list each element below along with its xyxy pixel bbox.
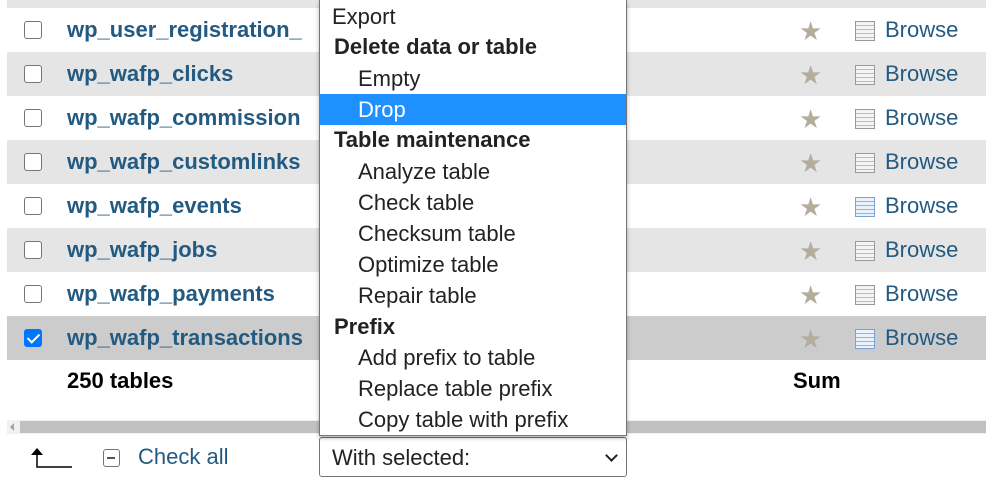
row-checkbox[interactable] bbox=[24, 329, 42, 347]
row-checkbox[interactable] bbox=[24, 197, 42, 215]
table-name-link[interactable]: wp_wafp_transactions bbox=[67, 325, 303, 350]
browse-table-icon[interactable] bbox=[855, 109, 875, 129]
star-icon[interactable]: ★ bbox=[799, 148, 823, 178]
browse-link[interactable]: Browse bbox=[885, 237, 959, 262]
option-optimize[interactable]: Optimize table bbox=[358, 252, 499, 277]
optgroup-prefix: Prefix bbox=[334, 314, 396, 339]
chevron-down-icon bbox=[605, 449, 618, 462]
option-repair[interactable]: Repair table bbox=[358, 283, 477, 308]
table-footer: 250 tables Sum bbox=[7, 360, 986, 400]
row-checkbox[interactable] bbox=[24, 241, 42, 259]
check-all-link[interactable]: Check all bbox=[138, 444, 229, 469]
star-icon[interactable]: ★ bbox=[799, 60, 823, 90]
table-count: 250 tables bbox=[67, 368, 174, 393]
browse-link[interactable]: Browse bbox=[885, 193, 959, 218]
sum-label: Sum bbox=[793, 368, 841, 393]
browse-link[interactable]: Browse bbox=[885, 149, 959, 174]
optgroup-delete: Delete data or table bbox=[334, 34, 537, 59]
table-name-link[interactable]: wp_wafp_customlinks bbox=[67, 149, 301, 174]
option-drop[interactable]: Drop bbox=[320, 94, 626, 125]
table-name-link[interactable]: wp_wafp_events bbox=[67, 193, 242, 218]
table-name-link[interactable]: wp_wafp_commission bbox=[67, 105, 301, 130]
star-icon[interactable]: ★ bbox=[799, 104, 823, 134]
browse-link[interactable]: Browse bbox=[885, 325, 959, 350]
browse-table-icon[interactable] bbox=[855, 285, 875, 305]
browse-table-icon[interactable] bbox=[855, 241, 875, 261]
option-empty[interactable]: Empty bbox=[358, 66, 421, 91]
option-add-prefix[interactable]: Add prefix to table bbox=[358, 345, 536, 370]
star-icon[interactable]: ★ bbox=[799, 16, 823, 46]
row-checkbox[interactable] bbox=[24, 109, 42, 127]
check-all-checkbox[interactable] bbox=[103, 449, 120, 467]
star-icon[interactable]: ★ bbox=[799, 324, 823, 354]
browse-link[interactable]: Browse bbox=[885, 17, 959, 42]
option-checksum[interactable]: Checksum table bbox=[358, 221, 516, 246]
option-check[interactable]: Check table bbox=[358, 190, 475, 215]
browse-table-icon[interactable] bbox=[855, 197, 875, 217]
optgroup-maintenance: Table maintenance bbox=[334, 127, 531, 152]
star-icon[interactable]: ★ bbox=[799, 280, 823, 310]
browse-link[interactable]: Browse bbox=[885, 105, 959, 130]
with-selected-dropdown: Export Delete data or table Empty Drop T… bbox=[319, 0, 627, 436]
select-value: With selected: bbox=[332, 445, 471, 470]
with-selected-select[interactable]: With selected: bbox=[319, 437, 627, 477]
table-name-link[interactable]: wp_user_registration_ bbox=[67, 17, 302, 42]
browse-table-icon[interactable] bbox=[855, 153, 875, 173]
browse-table-icon[interactable] bbox=[855, 21, 875, 41]
table-name-link[interactable]: wp_wafp_jobs bbox=[67, 237, 218, 262]
table-name-link[interactable]: wp_wafp_payments bbox=[67, 281, 275, 306]
option-replace-prefix[interactable]: Replace table prefix bbox=[358, 376, 553, 401]
option-export[interactable]: Export bbox=[332, 4, 396, 29]
option-copy-prefix[interactable]: Copy table with prefix bbox=[358, 407, 569, 432]
star-icon[interactable]: ★ bbox=[799, 192, 823, 222]
option-analyze[interactable]: Analyze table bbox=[358, 159, 491, 184]
table-name-link[interactable]: wp_wafp_clicks bbox=[67, 61, 234, 86]
star-icon[interactable]: ★ bbox=[799, 236, 823, 266]
row-checkbox[interactable] bbox=[24, 65, 42, 83]
browse-table-icon[interactable] bbox=[855, 65, 875, 85]
scroll-left-icon[interactable] bbox=[10, 423, 14, 431]
row-checkbox[interactable] bbox=[24, 21, 42, 39]
browse-link[interactable]: Browse bbox=[885, 61, 959, 86]
row-checkbox[interactable] bbox=[24, 285, 42, 303]
row-checkbox[interactable] bbox=[24, 153, 42, 171]
arrow-up-left-icon bbox=[31, 448, 72, 468]
browse-link[interactable]: Browse bbox=[885, 281, 959, 306]
browse-table-icon[interactable] bbox=[855, 329, 875, 349]
